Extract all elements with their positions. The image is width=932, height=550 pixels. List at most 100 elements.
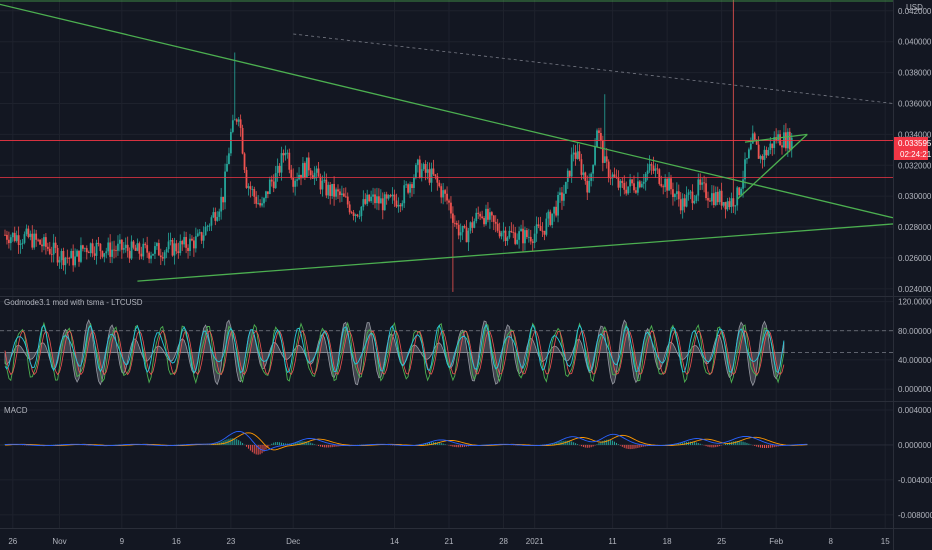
candle-body (672, 189, 674, 198)
candle-body (469, 222, 472, 231)
candle-body (598, 130, 600, 133)
candle-body (753, 133, 756, 140)
candle-body (243, 153, 246, 170)
candle-body (440, 186, 443, 198)
candle-body (288, 152, 291, 170)
candle-body (537, 224, 540, 226)
candle-body (292, 177, 295, 187)
candle-body (568, 170, 571, 177)
candle-body (68, 257, 71, 259)
candle-body (222, 196, 225, 203)
candle-body (594, 146, 596, 165)
candle-body (171, 240, 174, 256)
candle-body (321, 180, 324, 190)
candle-body (377, 196, 380, 204)
macd-title: MACD (4, 406, 28, 415)
candle-body (165, 249, 168, 253)
godmode-pane[interactable] (0, 319, 893, 387)
candle-body (742, 179, 744, 189)
candle-body (177, 251, 180, 254)
candle-body (319, 176, 322, 190)
candle-body (152, 253, 154, 256)
candle-body (239, 119, 242, 128)
candle-body (189, 238, 191, 252)
candle-body (714, 191, 717, 205)
candle-body (385, 194, 388, 199)
candle-body (309, 170, 312, 176)
candle-body (399, 204, 402, 207)
candle-body (520, 228, 522, 232)
candle-body (109, 242, 112, 257)
macd-pane[interactable] (0, 430, 893, 455)
candle-body (169, 240, 172, 242)
candle-body (368, 194, 371, 202)
candle-body (87, 252, 90, 254)
candle-body (381, 198, 384, 211)
candle-body (769, 143, 772, 151)
x-tick-label: 14 (390, 537, 399, 546)
candle-body (335, 189, 337, 197)
candle-body (278, 165, 281, 173)
candle-body (498, 230, 501, 237)
candle-body (249, 186, 252, 190)
y-tick-label: 120.000000 (898, 298, 932, 307)
candle-body (352, 212, 355, 216)
candle-body (670, 178, 672, 190)
candle-body (27, 228, 30, 237)
candle-body (434, 174, 437, 177)
y-tick-label: 0.000000 (898, 385, 932, 394)
candle-body (15, 235, 18, 241)
candle-body (629, 179, 632, 187)
candle-body (502, 230, 505, 233)
candle-body (196, 233, 199, 237)
candle-body (274, 173, 277, 189)
candle-body (555, 206, 558, 216)
candle-body (155, 243, 158, 247)
candle-body (290, 169, 293, 178)
candle-body (120, 239, 123, 250)
candle-body (627, 186, 630, 194)
candle-body (786, 131, 789, 149)
candle-body (623, 182, 626, 190)
candle-body (413, 177, 415, 188)
candle-body (744, 159, 746, 180)
candle-body (263, 198, 265, 204)
candle-body (675, 191, 678, 195)
candle-body (601, 140, 604, 163)
candle-body (56, 247, 59, 263)
candle-body (545, 218, 548, 235)
candle-body (89, 243, 92, 254)
x-tick-label: 8 (828, 537, 833, 546)
candle-body (582, 172, 585, 175)
candle-body (97, 242, 100, 244)
candle-body (543, 230, 546, 235)
candle-body (60, 251, 63, 261)
x-tick-label: Nov (52, 537, 66, 546)
candle-body (157, 243, 160, 256)
candle-body (514, 232, 517, 244)
candle-body (265, 191, 267, 199)
candle-body (500, 232, 503, 237)
candle-body (660, 183, 663, 187)
candle-body (17, 235, 20, 245)
candle-body (364, 199, 367, 204)
candle-body (9, 237, 12, 244)
candle-body (376, 196, 378, 204)
candle-body (340, 193, 343, 196)
candle-body (738, 187, 741, 196)
candle-body (198, 232, 201, 234)
candle-body (146, 245, 149, 253)
candle-body (284, 152, 287, 156)
candle-body (83, 248, 86, 249)
candle-body (457, 224, 460, 236)
candle-body (54, 242, 57, 248)
candle-body (673, 194, 676, 198)
trendline-ascending-support (137, 223, 894, 282)
candle-body (455, 223, 458, 225)
candle-body (187, 247, 189, 252)
candle-body (635, 190, 637, 193)
price-pane[interactable] (0, 0, 894, 292)
candle-body (307, 157, 310, 171)
candle-body (765, 149, 768, 156)
